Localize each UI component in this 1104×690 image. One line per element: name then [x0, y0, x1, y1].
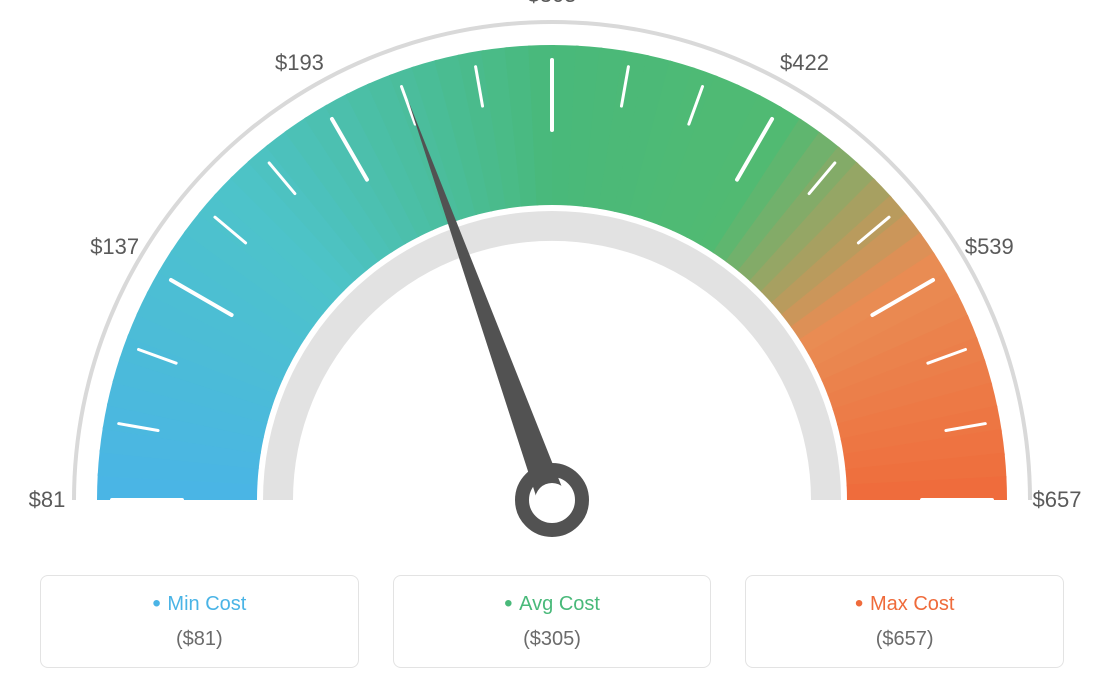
- legend-max-value: ($657): [756, 628, 1053, 651]
- gauge-tick-label: $137: [90, 234, 139, 260]
- gauge-tick-label: $657: [1033, 487, 1082, 513]
- gauge-tick-label: $422: [780, 50, 829, 76]
- legend-min-title: Min Cost: [51, 590, 348, 618]
- legend-max-title: Max Cost: [756, 590, 1053, 618]
- cost-gauge-chart: { "gauge": { "type": "gauge", "min_value…: [0, 0, 1104, 690]
- gauge-tick-label: $305: [528, 0, 577, 8]
- legend-card-avg: Avg Cost ($305): [393, 575, 712, 668]
- legend-avg-title: Avg Cost: [404, 590, 701, 618]
- gauge-svg: [0, 0, 1104, 560]
- gauge-area: $81 $137 $193 $305 $422 $539 $657: [0, 0, 1104, 560]
- gauge-tick-label: $193: [275, 50, 324, 76]
- legend-avg-value: ($305): [404, 628, 701, 651]
- legend-row: Min Cost ($81) Avg Cost ($305) Max Cost …: [40, 575, 1064, 668]
- gauge-tick-label: $81: [29, 487, 66, 513]
- legend-min-value: ($81): [51, 628, 348, 651]
- legend-card-min: Min Cost ($81): [40, 575, 359, 668]
- gauge-tick-label: $539: [965, 234, 1014, 260]
- legend-card-max: Max Cost ($657): [745, 575, 1064, 668]
